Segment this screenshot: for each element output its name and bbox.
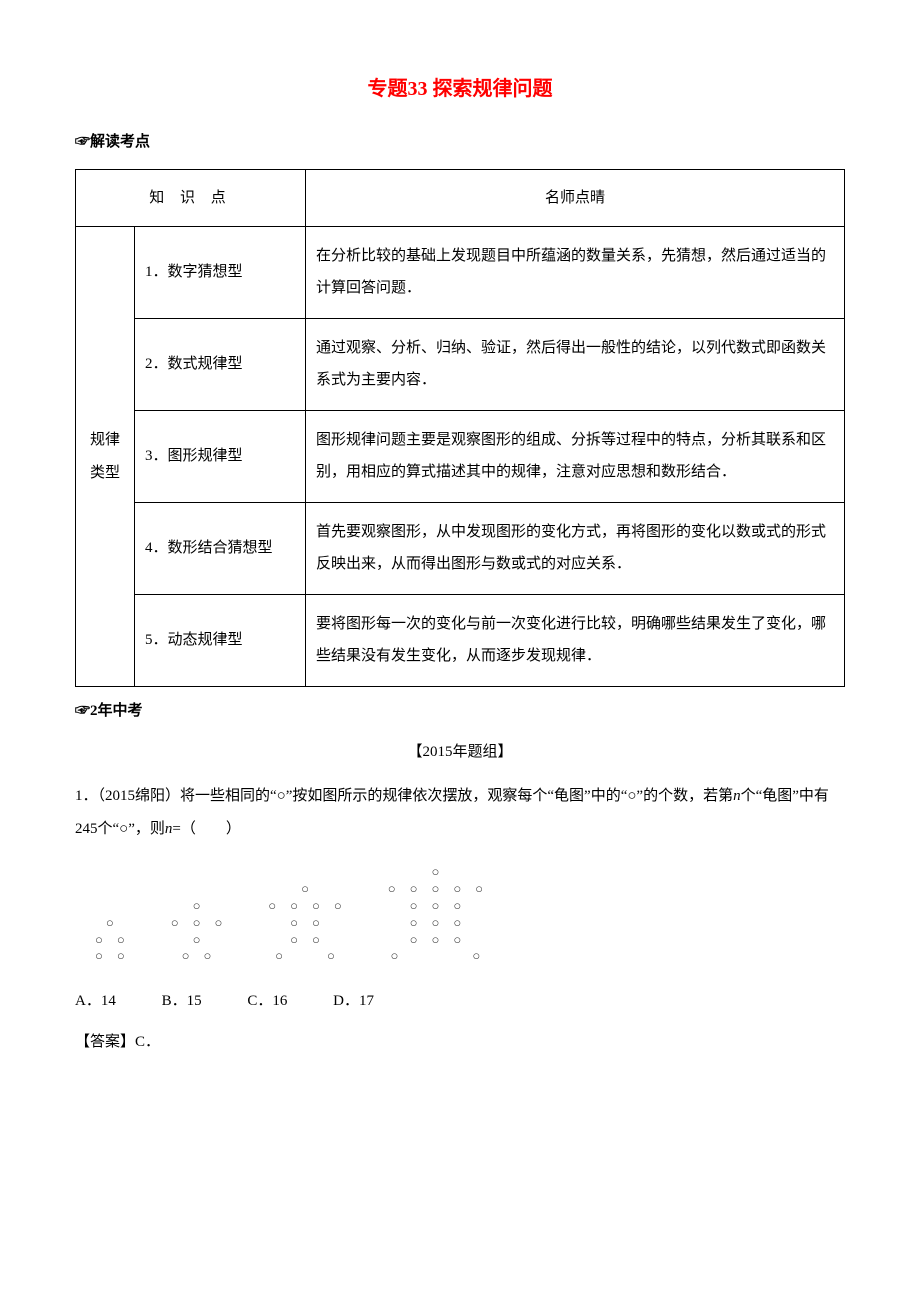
table-row: 规律类型 1．数字猜想型 在分析比较的基础上发现题目中所蕴涵的数量关系，先猜想，… [76, 227, 845, 319]
circle-icon: ○ [290, 898, 298, 915]
subject-cell: 3．图形规律型 [135, 411, 306, 503]
option-a: A．14 [75, 987, 116, 1016]
circle-icon: ○ [453, 898, 461, 915]
circle-icon: ○ [117, 948, 125, 965]
subject-cell: 4．数形结合猜想型 [135, 503, 306, 595]
circle-icon: ○ [431, 898, 439, 915]
circle-icon: ○ [193, 898, 201, 915]
circle-icon: ○ [268, 898, 276, 915]
turtle-figure-2: ○ ○○○ ○ ○○ [171, 898, 223, 966]
question-suffix: =（ ） [172, 821, 240, 837]
circle-icon: ○ [410, 932, 418, 949]
question-var-n: n [733, 788, 741, 804]
table-header-row: 知 识 点 名师点晴 [76, 169, 845, 227]
option-c: C．16 [247, 987, 287, 1016]
desc-cell: 要将图形每一次的变化与前一次变化进行比较，明确哪些结果发生了变化，哪些结果没有发… [306, 595, 845, 687]
category-cell: 规律类型 [76, 227, 135, 687]
circle-icon: ○ [453, 932, 461, 949]
subject-cell: 1．数字猜想型 [135, 227, 306, 319]
header-comment: 名师点晴 [306, 169, 845, 227]
question-text: 1．（2015绵阳）将一些相同的“○”按如图所示的规律依次摆放，观察每个“龟图”… [75, 780, 845, 846]
circle-icon: ○ [312, 898, 320, 915]
circle-icon: ○ [171, 915, 179, 932]
subject-cell: 2．数式规律型 [135, 319, 306, 411]
turtle-figure-3: ○ ○○○○ ○○ ○○ ○○ [268, 881, 341, 965]
turtle-figure-1: ○ ○○ ○○ [95, 915, 125, 966]
turtle-figure-4: ○ ○○○○○ ○○○ ○○○ ○○○ ○○ [388, 864, 483, 965]
desc-cell: 首先要观察图形，从中发现图形的变化方式，再将图形的变化以数或式的形式反映出来，从… [306, 503, 845, 595]
circle-icon: ○ [312, 915, 320, 932]
circle-icon: ○ [472, 948, 480, 965]
circle-icon: ○ [334, 898, 342, 915]
option-b: B．15 [162, 987, 202, 1016]
circle-icon: ○ [475, 881, 483, 898]
header-knowledge: 知 识 点 [76, 169, 306, 227]
section-label-1: ☞解读考点 [75, 128, 845, 157]
circle-icon: ○ [453, 881, 461, 898]
circle-icon: ○ [290, 932, 298, 949]
circle-icon: ○ [388, 881, 396, 898]
group-heading: 【2015年题组】 [75, 738, 845, 767]
turtle-figures: ○ ○○ ○○ ○ ○○○ ○ ○○ ○ ○○○○ ○○ ○○ ○○ ○ ○○○… [95, 864, 845, 965]
answer-text: 【答案】C． [75, 1028, 845, 1057]
desc-cell: 通过观察、分析、归纳、验证，然后得出一般性的结论，以列代数式即函数关系式为主要内… [306, 319, 845, 411]
circle-icon: ○ [410, 915, 418, 932]
circle-icon: ○ [431, 915, 439, 932]
circle-icon: ○ [204, 948, 212, 965]
circle-icon: ○ [95, 932, 103, 949]
circle-icon: ○ [106, 915, 114, 932]
desc-cell: 图形规律问题主要是观察图形的组成、分拆等过程中的特点，分析其联系和区别，用相应的… [306, 411, 845, 503]
answer-options: A．14 B．15 C．16 D．17 [75, 987, 845, 1016]
page-title: 专题33 探索规律问题 [75, 70, 845, 108]
knowledge-table: 知 识 点 名师点晴 规律类型 1．数字猜想型 在分析比较的基础上发现题目中所蕴… [75, 169, 845, 688]
circle-icon: ○ [193, 915, 201, 932]
question-prefix: 1．（2015绵阳）将一些相同的“○”按如图所示的规律依次摆放，观察每个“龟图”… [75, 788, 733, 804]
circle-icon: ○ [193, 932, 201, 949]
circle-icon: ○ [117, 932, 125, 949]
desc-cell: 在分析比较的基础上发现题目中所蕴涵的数量关系，先猜想，然后通过适当的计算回答问题… [306, 227, 845, 319]
circle-icon: ○ [431, 932, 439, 949]
subject-cell: 5．动态规律型 [135, 595, 306, 687]
circle-icon: ○ [410, 881, 418, 898]
section-label-2: ☞2年中考 [75, 697, 845, 726]
circle-icon: ○ [453, 915, 461, 932]
table-row: 5．动态规律型 要将图形每一次的变化与前一次变化进行比较，明确哪些结果发生了变化… [76, 595, 845, 687]
circle-icon: ○ [95, 948, 103, 965]
table-row: 2．数式规律型 通过观察、分析、归纳、验证，然后得出一般性的结论，以列代数式即函… [76, 319, 845, 411]
circle-icon: ○ [431, 881, 439, 898]
table-row: 3．图形规律型 图形规律问题主要是观察图形的组成、分拆等过程中的特点，分析其联系… [76, 411, 845, 503]
circle-icon: ○ [214, 915, 222, 932]
circle-icon: ○ [327, 948, 335, 965]
circle-icon: ○ [275, 948, 283, 965]
circle-icon: ○ [301, 881, 309, 898]
table-row: 4．数形结合猜想型 首先要观察图形，从中发现图形的变化方式，再将图形的变化以数或… [76, 503, 845, 595]
circle-icon: ○ [290, 915, 298, 932]
circle-icon: ○ [391, 948, 399, 965]
option-d: D．17 [333, 987, 374, 1016]
circle-icon: ○ [312, 932, 320, 949]
circle-icon: ○ [182, 948, 190, 965]
circle-icon: ○ [410, 898, 418, 915]
circle-icon: ○ [431, 864, 439, 881]
